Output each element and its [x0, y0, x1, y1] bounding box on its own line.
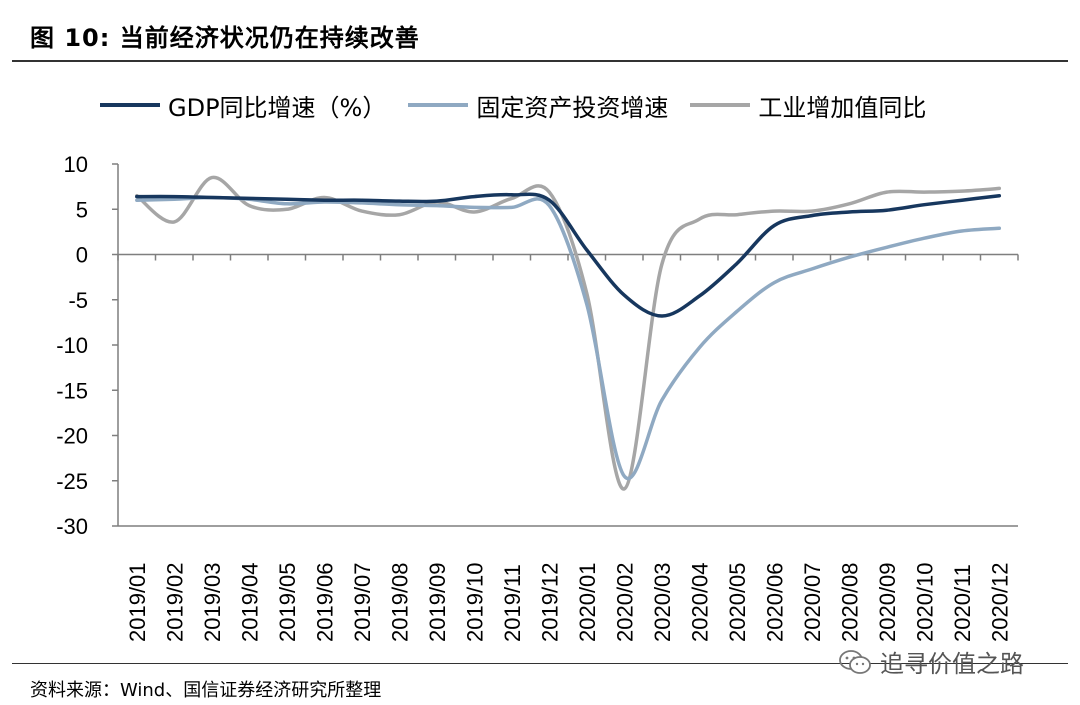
x-tick-label: 2019/05: [275, 562, 300, 642]
source-divider: [12, 663, 1068, 664]
x-tick-label: 2019/11: [500, 564, 525, 642]
x-tick-label: 2019/12: [537, 562, 562, 642]
watermark: 追寻价值之路: [838, 644, 1024, 679]
legend-item-ind: 工业增加值同比: [690, 88, 926, 123]
y-tick-label: -20: [56, 424, 88, 449]
y-tick-label: -30: [56, 514, 88, 539]
title-bar: 图 10: 当前经济状况仍在持续改善: [0, 0, 1080, 62]
x-tick-label: 2020/09: [875, 562, 900, 642]
x-tick-label: 2020/06: [762, 562, 787, 642]
y-tick-label: -10: [56, 333, 88, 358]
y-tick-label: 5: [76, 197, 88, 222]
legend-label-ind: 工业增加值同比: [758, 93, 927, 122]
chart-title: 图 10: 当前经济状况仍在持续改善: [30, 24, 420, 52]
x-tick-label: 2020/05: [725, 562, 750, 642]
x-tick-label: 2019/06: [312, 562, 337, 642]
y-tick-label: -25: [56, 469, 88, 494]
x-tick-label: 2020/12: [987, 562, 1012, 642]
legend-item-gdp: GDP同比增速（%）: [100, 88, 386, 123]
x-tick-label: 2019/03: [200, 562, 225, 642]
x-tick-label: 2019/01: [125, 562, 150, 642]
x-tick-label: 2020/01: [575, 562, 600, 642]
legend-item-fai: 固定资产投资增速: [408, 88, 668, 123]
legend-label-fai: 固定资产投资增速: [476, 93, 669, 122]
chart-legend: GDP同比增速（%） 固定资产投资增速 工业增加值同比: [100, 88, 948, 123]
x-tick-label: 2019/04: [237, 562, 262, 642]
x-tick-label: 2019/02: [162, 562, 187, 642]
legend-swatch-fai: [408, 103, 469, 107]
wechat-icon: [839, 649, 871, 674]
x-tick-label: 2019/08: [387, 562, 412, 642]
series-line-gdp: [135, 192, 1002, 318]
y-tick-label: -15: [56, 378, 88, 403]
y-tick-label: 0: [76, 243, 88, 268]
y-tick-label: -5: [68, 288, 88, 313]
x-tick-label: 2020/04: [687, 562, 712, 642]
series-line-ind: [135, 175, 1002, 491]
x-tick-label: 2019/09: [425, 562, 450, 642]
source-note: 资料来源：Wind、国信证券经济研究所整理: [30, 680, 382, 701]
legend-swatch-gdp: [100, 103, 160, 107]
x-tick-label: 2020/07: [800, 562, 825, 642]
x-tick-label: 2020/03: [650, 562, 675, 642]
x-tick-label: 2020/02: [612, 562, 637, 642]
x-tick-label: 2020/11: [950, 564, 975, 642]
x-tick-label: 2020/08: [837, 562, 862, 642]
x-tick-label: 2019/10: [462, 562, 487, 642]
x-tick-label: 2019/07: [350, 562, 375, 642]
x-tick-label: 2020/10: [912, 562, 937, 642]
legend-label-gdp: GDP同比增速（%）: [168, 93, 387, 122]
y-tick-label: 10: [64, 152, 88, 177]
title-divider: [12, 60, 1068, 62]
legend-swatch-ind: [690, 103, 751, 107]
watermark-text: 追寻价值之路: [880, 650, 1024, 678]
series-line-fai: [135, 195, 1002, 481]
